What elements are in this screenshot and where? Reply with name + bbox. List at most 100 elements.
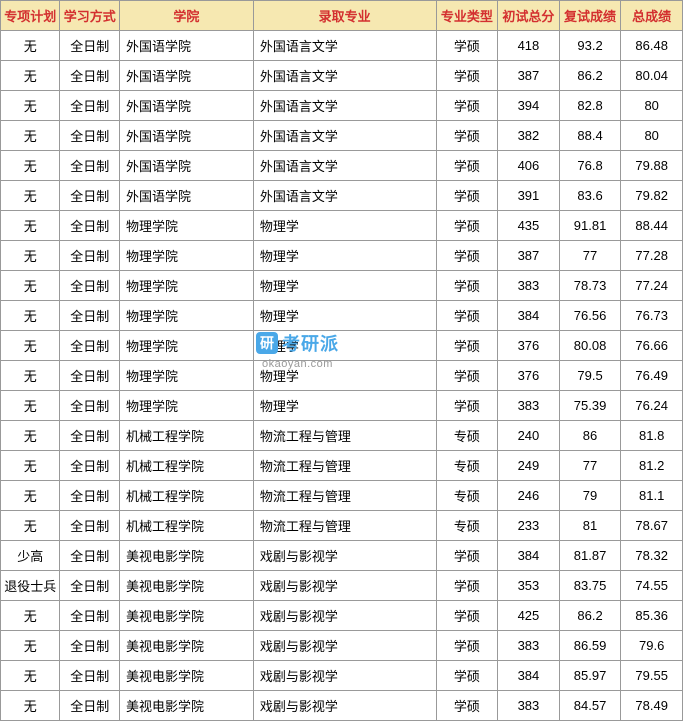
- table-row: 无全日制外国语学院外国语言文学学硕41893.286.48: [1, 31, 683, 61]
- table-cell: 学硕: [436, 271, 498, 301]
- table-cell: 专硕: [436, 451, 498, 481]
- table-row: 无全日制外国语学院外国语言文学学硕40676.879.88: [1, 151, 683, 181]
- table-cell: 353: [498, 571, 560, 601]
- table-cell: 76.8: [559, 151, 621, 181]
- table-cell: 80: [621, 121, 683, 151]
- table-cell: 物理学院: [119, 391, 253, 421]
- table-cell: 学硕: [436, 541, 498, 571]
- table-cell: 戏剧与影视学: [253, 601, 436, 631]
- table-cell: 全日制: [60, 241, 119, 271]
- col-major-type: 专业类型: [436, 1, 498, 31]
- table-cell: 435: [498, 211, 560, 241]
- table-cell: 84.57: [559, 691, 621, 721]
- table-cell: 学硕: [436, 301, 498, 331]
- table-row: 无全日制美视电影学院戏剧与影视学学硕38384.5778.49: [1, 691, 683, 721]
- table-row: 无全日制机械工程学院物流工程与管理专硕2497781.2: [1, 451, 683, 481]
- table-cell: 无: [1, 511, 60, 541]
- table-cell: 无: [1, 121, 60, 151]
- table-cell: 全日制: [60, 661, 119, 691]
- table-cell: 物理学院: [119, 211, 253, 241]
- table-cell: 学硕: [436, 211, 498, 241]
- col-study-mode: 学习方式: [60, 1, 119, 31]
- table-cell: 物理学: [253, 331, 436, 361]
- table-cell: 无: [1, 421, 60, 451]
- table-cell: 戏剧与影视学: [253, 571, 436, 601]
- table-cell: 外国语言文学: [253, 151, 436, 181]
- table-cell: 无: [1, 451, 60, 481]
- table-cell: 全日制: [60, 151, 119, 181]
- table-cell: 86: [559, 421, 621, 451]
- table-cell: 全日制: [60, 331, 119, 361]
- table-cell: 无: [1, 301, 60, 331]
- table-cell: 专硕: [436, 421, 498, 451]
- table-cell: 383: [498, 631, 560, 661]
- table-cell: 80: [621, 91, 683, 121]
- col-special-plan: 专项计划: [1, 1, 60, 31]
- table-cell: 233: [498, 511, 560, 541]
- table-cell: 外国语学院: [119, 121, 253, 151]
- table-row: 无全日制物理学院物理学学硕37680.0876.66: [1, 331, 683, 361]
- table-cell: 学硕: [436, 151, 498, 181]
- table-cell: 学硕: [436, 331, 498, 361]
- table-cell: 79.88: [621, 151, 683, 181]
- table-cell: 全日制: [60, 571, 119, 601]
- table-row: 无全日制美视电影学院戏剧与影视学学硕42586.285.36: [1, 601, 683, 631]
- table-cell: 学硕: [436, 391, 498, 421]
- table-cell: 无: [1, 481, 60, 511]
- table-cell: 物流工程与管理: [253, 481, 436, 511]
- table-cell: 80.04: [621, 61, 683, 91]
- table-cell: 学硕: [436, 661, 498, 691]
- table-cell: 78.32: [621, 541, 683, 571]
- table-cell: 退役士兵: [1, 571, 60, 601]
- table-row: 无全日制外国语学院外国语言文学学硕39183.679.82: [1, 181, 683, 211]
- table-row: 无全日制机械工程学院物流工程与管理专硕2467981.1: [1, 481, 683, 511]
- table-cell: 外国语言文学: [253, 61, 436, 91]
- table-cell: 全日制: [60, 121, 119, 151]
- table-row: 无全日制外国语学院外国语言文学学硕39482.880: [1, 91, 683, 121]
- table-cell: 93.2: [559, 31, 621, 61]
- table-cell: 387: [498, 61, 560, 91]
- table-header-row: 专项计划 学习方式 学院 录取专业 专业类型 初试总分 复试成绩 总成绩: [1, 1, 683, 31]
- table-cell: 81: [559, 511, 621, 541]
- table-cell: 79.6: [621, 631, 683, 661]
- table-cell: 美视电影学院: [119, 691, 253, 721]
- table-cell: 80.08: [559, 331, 621, 361]
- table-cell: 76.66: [621, 331, 683, 361]
- table-cell: 81.8: [621, 421, 683, 451]
- table-cell: 384: [498, 661, 560, 691]
- table-row: 无全日制美视电影学院戏剧与影视学学硕38386.5979.6: [1, 631, 683, 661]
- table-cell: 384: [498, 301, 560, 331]
- table-row: 无全日制物理学院物理学学硕38375.3976.24: [1, 391, 683, 421]
- table-cell: 91.81: [559, 211, 621, 241]
- table-cell: 学硕: [436, 61, 498, 91]
- table-cell: 425: [498, 601, 560, 631]
- table-cell: 全日制: [60, 451, 119, 481]
- table-row: 无全日制物理学院物理学学硕37679.576.49: [1, 361, 683, 391]
- table-cell: 85.97: [559, 661, 621, 691]
- table-cell: 外国语学院: [119, 61, 253, 91]
- table-cell: 76.56: [559, 301, 621, 331]
- table-cell: 76.73: [621, 301, 683, 331]
- table-row: 无全日制机械工程学院物流工程与管理专硕2408681.8: [1, 421, 683, 451]
- table-cell: 406: [498, 151, 560, 181]
- table-cell: 全日制: [60, 541, 119, 571]
- table-cell: 全日制: [60, 301, 119, 331]
- table-cell: 394: [498, 91, 560, 121]
- table-cell: 无: [1, 241, 60, 271]
- table-cell: 75.39: [559, 391, 621, 421]
- table-cell: 全日制: [60, 631, 119, 661]
- table-cell: 戏剧与影视学: [253, 661, 436, 691]
- table-cell: 79.82: [621, 181, 683, 211]
- col-college: 学院: [119, 1, 253, 31]
- table-cell: 美视电影学院: [119, 541, 253, 571]
- table-cell: 全日制: [60, 361, 119, 391]
- table-cell: 物流工程与管理: [253, 451, 436, 481]
- table-cell: 全日制: [60, 61, 119, 91]
- table-cell: 物理学院: [119, 301, 253, 331]
- table-cell: 77: [559, 451, 621, 481]
- table-cell: 376: [498, 361, 560, 391]
- table-cell: 无: [1, 31, 60, 61]
- table-cell: 美视电影学院: [119, 661, 253, 691]
- table-cell: 79.5: [559, 361, 621, 391]
- table-cell: 391: [498, 181, 560, 211]
